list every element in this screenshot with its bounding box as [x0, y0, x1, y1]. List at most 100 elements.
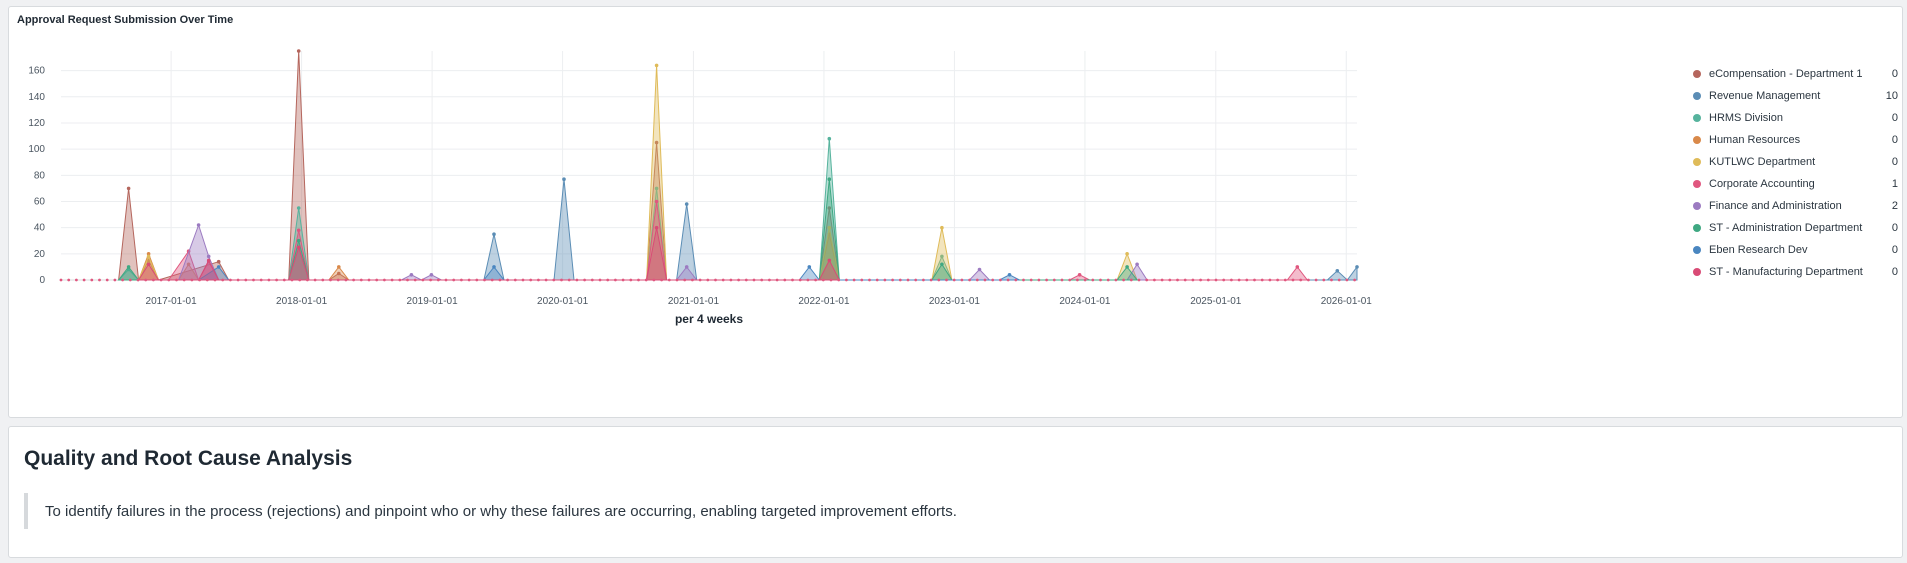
legend-color-dot: [1693, 224, 1701, 232]
baseline-point: [398, 278, 402, 282]
baseline-point: [359, 278, 363, 282]
baseline-point: [252, 278, 255, 282]
baseline-point: [1276, 278, 1279, 282]
baseline-point: [1099, 278, 1102, 282]
legend-color-dot: [1693, 114, 1701, 122]
data-point: [940, 225, 944, 230]
baseline-point: [1145, 278, 1149, 282]
legend-item[interactable]: ST - Manufacturing Department 0: [1693, 261, 1898, 283]
baseline-point: [159, 278, 163, 282]
baseline-point: [213, 278, 217, 282]
baseline-point: [590, 278, 594, 282]
baseline-point: [436, 278, 440, 282]
data-point: [1077, 273, 1082, 277]
series-area: [118, 50, 840, 282]
x-tick-label: 2019-01-01: [407, 296, 459, 307]
baseline-point: [667, 278, 671, 282]
baseline-point: [352, 278, 355, 282]
legend-item[interactable]: Eben Research Dev 0: [1693, 239, 1898, 261]
data-point: [827, 177, 832, 181]
data-point: [296, 238, 301, 243]
baseline-point: [629, 278, 633, 282]
baseline-point: [544, 278, 548, 282]
legend-item[interactable]: HRMS Division 0: [1693, 107, 1898, 129]
baseline-point: [737, 278, 740, 282]
data-point: [296, 206, 301, 210]
baseline-point: [729, 278, 733, 282]
baseline-point: [105, 278, 109, 282]
baseline-point: [152, 278, 155, 282]
section-title: Quality and Root Cause Analysis: [24, 447, 353, 470]
baseline-point: [675, 278, 679, 282]
series-area: [137, 227, 841, 281]
baseline-point: [960, 278, 964, 282]
baseline-point: [714, 278, 717, 282]
baseline-point: [475, 278, 479, 282]
baseline-point: [267, 278, 271, 282]
baseline-point: [875, 278, 879, 282]
baseline-point: [652, 278, 656, 282]
legend-item[interactable]: Human Resources 0: [1693, 129, 1898, 151]
legend-label: Eben Research Dev: [1709, 244, 1808, 256]
legend-label: KUTLWC Department: [1709, 156, 1816, 168]
legend-item[interactable]: KUTLWC Department 0: [1693, 151, 1898, 173]
baseline-point: [814, 278, 817, 282]
baseline-point: [914, 278, 918, 282]
data-point: [216, 265, 221, 269]
baseline-point: [1129, 278, 1133, 282]
baseline-point: [306, 278, 309, 282]
y-tick-label: 160: [28, 66, 45, 77]
baseline-point: [390, 278, 394, 282]
baseline-point: [167, 278, 171, 282]
baseline-point: [329, 278, 332, 282]
data-point: [654, 186, 659, 191]
legend-item[interactable]: ST - Administration Department 0: [1693, 217, 1898, 239]
legend-item[interactable]: Revenue Management 10: [1693, 85, 1898, 107]
data-point: [146, 252, 151, 256]
baseline-point: [413, 278, 417, 282]
data-point: [1295, 265, 1300, 269]
baseline-point: [999, 278, 1002, 282]
baseline-point: [90, 278, 94, 282]
baseline-point: [136, 278, 140, 282]
baseline-point: [567, 278, 571, 282]
legend-value: 2: [1891, 200, 1898, 212]
legend-item[interactable]: Finance and Administration 2: [1693, 195, 1898, 217]
baseline-point: [282, 278, 286, 282]
baseline-point: [221, 278, 225, 282]
data-point: [654, 225, 659, 230]
legend-value: 0: [1891, 222, 1898, 234]
data-point: [807, 265, 812, 269]
baseline-point: [383, 278, 386, 282]
baseline-point: [1206, 278, 1210, 282]
baseline-point: [583, 278, 586, 282]
y-tick-label: 140: [28, 92, 45, 103]
legend-item[interactable]: eCompensation - Department 1 0: [1693, 63, 1898, 85]
data-point: [654, 199, 659, 204]
baseline-point: [1299, 278, 1303, 282]
baseline-point: [1291, 278, 1295, 282]
baseline-point: [1345, 278, 1349, 282]
baseline-point: [845, 278, 848, 282]
baseline-point: [1122, 278, 1125, 282]
baseline-point: [975, 278, 979, 282]
legend-color-dot: [1693, 136, 1701, 144]
baseline-point: [1337, 278, 1341, 282]
legend-item[interactable]: Corporate Accounting 1: [1693, 173, 1898, 195]
data-point: [126, 186, 131, 191]
baseline-point: [1260, 278, 1264, 282]
baseline-point: [1237, 278, 1241, 282]
baseline-point: [1029, 278, 1033, 282]
baseline-point: [552, 278, 556, 282]
baseline-point: [829, 278, 833, 282]
baseline-point: [506, 278, 509, 282]
y-tick-label: 60: [34, 196, 46, 207]
baseline-point: [968, 278, 971, 282]
legend-value: 0: [1891, 68, 1898, 80]
data-point: [296, 228, 301, 233]
baseline-point: [537, 278, 540, 282]
baseline-point: [336, 278, 340, 282]
baseline-point: [1060, 278, 1064, 282]
baseline-point: [621, 278, 625, 282]
baseline-point: [75, 278, 78, 282]
